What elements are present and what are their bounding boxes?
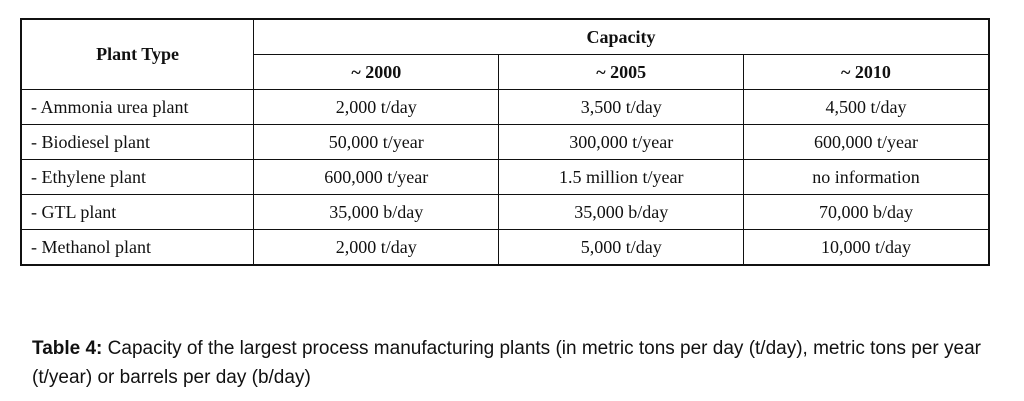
caption-label: Table 4: (32, 338, 103, 359)
plant-type-cell: - Ammonia urea plant (20, 89, 255, 125)
capacity-cell: 35,000 b/day (498, 194, 744, 230)
capacity-table: Plant Type Capacity ~ 2000 ~ 2005 ~ 2010… (20, 18, 990, 266)
header-year: ~ 2005 (498, 54, 744, 90)
capacity-cell: 600,000 t/year (742, 124, 990, 160)
table-row: - GTL plant 35,000 b/day 35,000 b/day 70… (20, 194, 990, 230)
table-caption: Table 4: Capacity of the largest process… (32, 334, 992, 392)
table-row: - Ammonia urea plant 2,000 t/day 3,500 t… (20, 89, 990, 125)
table-header-row-years: ~ 2000 ~ 2005 ~ 2010 (21, 54, 990, 90)
capacity-cell: no information (742, 159, 990, 195)
capacity-cell: 50,000 t/year (253, 124, 500, 160)
capacity-cell: 1.5 million t/year (498, 159, 744, 195)
capacity-cell: 3,500 t/day (498, 89, 744, 125)
capacity-cell: 600,000 t/year (253, 159, 500, 195)
table-row: - Biodiesel plant 50,000 t/year 300,000 … (20, 124, 990, 160)
capacity-table-container: Plant Type Capacity ~ 2000 ~ 2005 ~ 2010… (20, 18, 990, 266)
plant-type-cell: - Ethylene plant (20, 159, 255, 195)
capacity-cell: 10,000 t/day (742, 229, 990, 266)
header-year: ~ 2000 (253, 54, 500, 90)
capacity-cell: 4,500 t/day (742, 89, 990, 125)
header-plant-type: Plant Type (20, 18, 255, 90)
table-row: - Methanol plant 2,000 t/day 5,000 t/day… (20, 229, 990, 266)
capacity-cell: 5,000 t/day (498, 229, 744, 266)
plant-type-cell: - Methanol plant (20, 229, 255, 266)
capacity-cell: 300,000 t/year (498, 124, 744, 160)
table-row: - Ethylene plant 600,000 t/year 1.5 mill… (20, 159, 990, 195)
table-header-row-top: Plant Type Capacity (20, 18, 990, 90)
capacity-cell: 2,000 t/day (253, 229, 500, 266)
capacity-cell: 2,000 t/day (253, 89, 500, 125)
header-year: ~ 2010 (742, 54, 990, 90)
capacity-cell: 70,000 b/day (742, 194, 990, 230)
plant-type-cell: - GTL plant (20, 194, 255, 230)
header-capacity: Capacity (253, 18, 990, 55)
plant-type-cell: - Biodiesel plant (20, 124, 255, 160)
capacity-cell: 35,000 b/day (253, 194, 500, 230)
caption-text: Capacity of the largest process manufact… (32, 338, 981, 388)
